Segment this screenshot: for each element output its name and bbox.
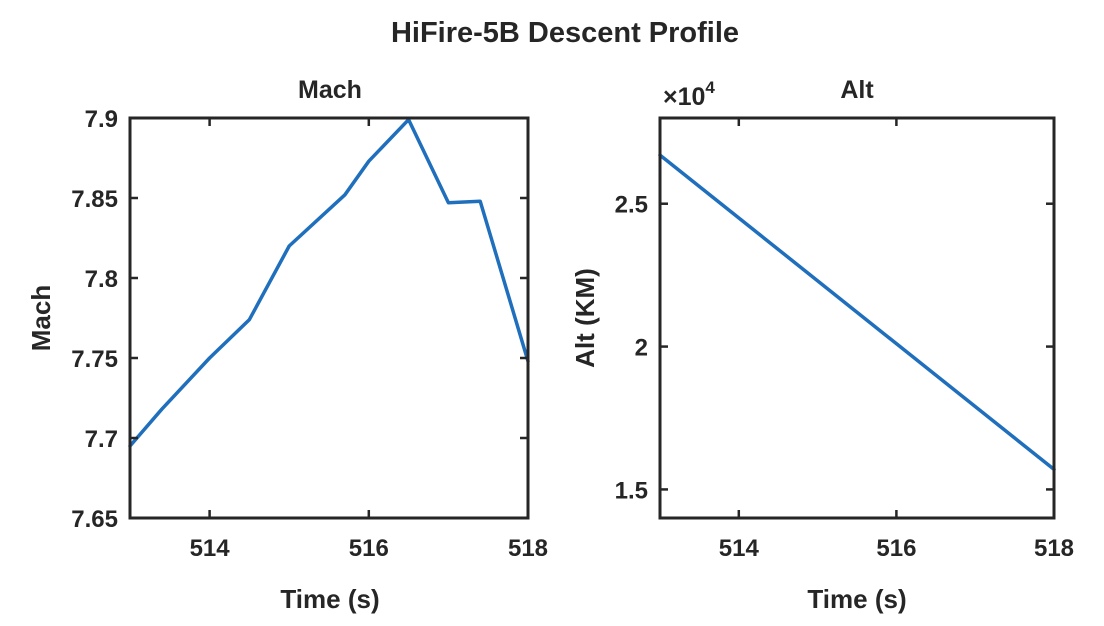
mach-plot-area: 514 516 518 7.65 7.7 7.75 7.8 7.85 7.9 (71, 106, 548, 562)
mach-y-tick-label: 7.65 (71, 506, 118, 533)
mach-x-tick-label: 518 (508, 535, 548, 562)
mach-y-tick-label: 7.8 (85, 266, 118, 293)
figure-title: HiFire-5B Descent Profile (391, 17, 739, 49)
alt-exponent-label: ×104 (663, 78, 715, 111)
mach-chart-title: Mach (298, 76, 362, 104)
alt-y-tick-label: 2 (635, 335, 648, 362)
mach-axes-box (128, 116, 530, 520)
alt-y-axis-label: Alt (KM) (570, 268, 600, 368)
alt-x-tick-label: 514 (719, 535, 760, 562)
alt-exponent-power: 4 (705, 78, 715, 97)
mach-y-tick-label: 7.7 (85, 426, 118, 453)
alt-series-line (658, 153, 1056, 472)
mach-series-line (128, 117, 530, 448)
alt-axes-box (658, 116, 1056, 520)
alt-chart: Alt Alt (KM) Time (s) ×104 514 516 518 1.5 2… (570, 76, 1074, 614)
mach-chart: Mach Mach Time (s) 514 516 518 7.65 7.7 7.75 7… (26, 76, 548, 614)
mach-x-tick-label: 516 (349, 535, 389, 562)
alt-x-axis-label: Time (s) (807, 584, 906, 614)
mach-y-axis-label: Mach (26, 285, 56, 351)
alt-x-tick-label: 516 (876, 535, 916, 562)
mach-y-tick-label: 7.75 (71, 346, 118, 373)
mach-y-tick-label: 7.85 (71, 186, 118, 213)
mach-x-axis-label: Time (s) (280, 584, 379, 614)
alt-y-tick-label: 1.5 (615, 477, 648, 504)
alt-x-tick-label: 518 (1034, 535, 1074, 562)
alt-plot-area: 514 516 518 1.5 2 2.5 (615, 116, 1074, 562)
alt-chart-title: Alt (840, 76, 874, 104)
alt-exponent-base: ×10 (663, 83, 705, 111)
mach-y-tick-label: 7.9 (85, 106, 118, 133)
alt-y-tick-label: 2.5 (615, 192, 648, 219)
mach-x-tick-label: 514 (190, 535, 231, 562)
